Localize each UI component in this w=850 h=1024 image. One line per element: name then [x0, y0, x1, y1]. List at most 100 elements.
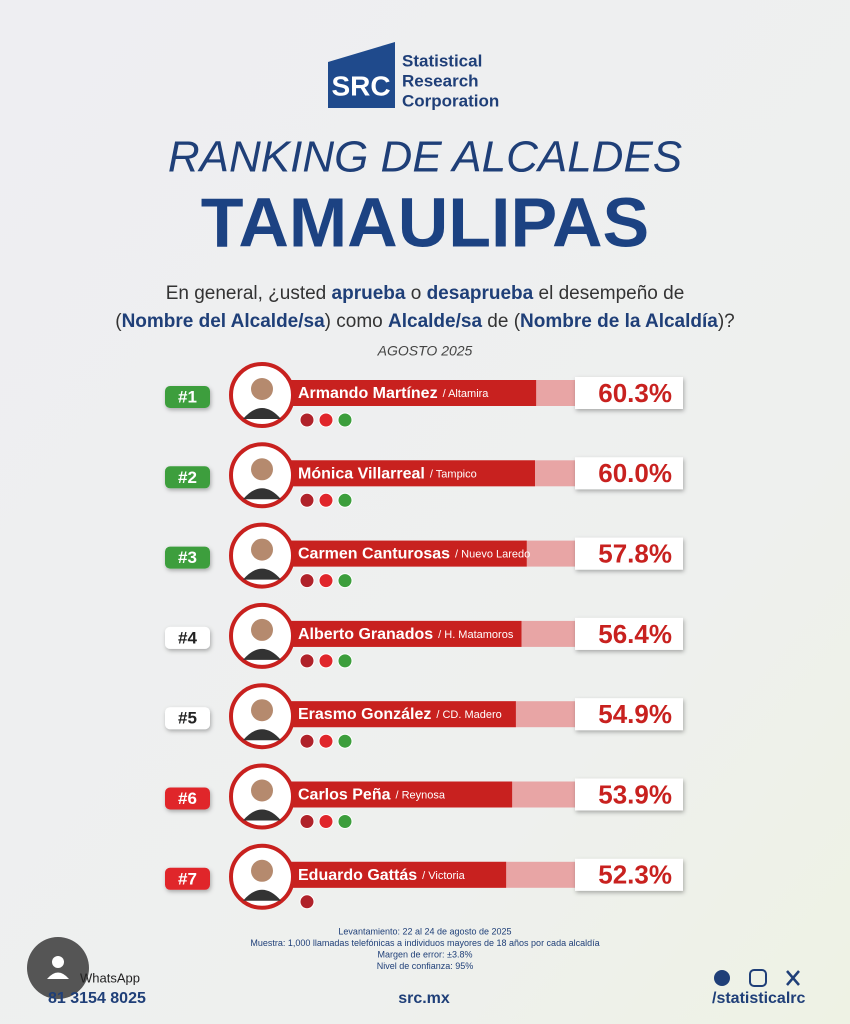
mayor-city: / Tampico	[430, 468, 477, 480]
party-icon	[299, 894, 315, 910]
bar	[262, 460, 535, 487]
mayor: Carmen Canturosas / Nuevo Laredo	[298, 546, 530, 563]
methodology-line: Nivel de confianza: 95%	[377, 961, 474, 971]
mayor-city: / Altamira	[443, 388, 490, 400]
mayor: Alberto Granados / H. Matamoros	[298, 626, 514, 643]
bar	[262, 380, 537, 406]
value-label: 60.0%	[598, 458, 672, 488]
avatar-head	[251, 779, 273, 802]
value-label: 57.8%	[598, 538, 672, 568]
question-segment: Nombre del Alcalde/sa	[122, 311, 326, 332]
avatar-body	[243, 488, 281, 500]
value-box	[575, 698, 683, 731]
ranking: #1 60.3% Armando Martínez / Altamira #2 60.0%…	[165, 362, 683, 910]
date: AGOSTO 2025	[377, 343, 473, 359]
party-icon	[337, 573, 353, 589]
bar	[262, 781, 513, 808]
logo: SRC Statistical Research Corporation	[328, 42, 499, 110]
mayor-name: Armando Martínez	[298, 385, 438, 402]
x-icon[interactable]	[786, 970, 800, 986]
party-icon	[337, 733, 353, 749]
rank: #3	[178, 548, 197, 567]
bar	[262, 861, 507, 888]
rank-badge	[165, 626, 210, 649]
avatar-head	[251, 618, 273, 641]
party-icon	[299, 814, 315, 829]
mayor: Armando Martínez / Altamira	[298, 385, 489, 402]
bar	[262, 540, 527, 567]
avatar-body	[243, 809, 281, 821]
rank: #1	[178, 387, 197, 406]
mayor-city: / H. Matamoros	[438, 629, 514, 641]
value-box	[575, 457, 683, 490]
question-segment: Nombre de la Alcaldía	[520, 311, 718, 332]
avatar-body	[243, 729, 281, 741]
question-segment: ) como	[325, 311, 388, 332]
mayor-city: / Nuevo Laredo	[455, 549, 530, 561]
facebook-icon[interactable]	[714, 970, 730, 986]
brand-line: Corporation	[402, 91, 499, 110]
rank-badge	[165, 867, 210, 890]
value-box	[575, 377, 683, 409]
rank-badge	[165, 466, 210, 489]
whatsapp-label: WhatsApp	[80, 970, 140, 985]
mayor-name: Carmen Canturosas	[298, 546, 450, 563]
question-segment: desaprueba	[427, 283, 534, 304]
methodology-line: Levantamiento: 22 al 24 de agosto de 202…	[338, 926, 511, 936]
instagram-icon[interactable]	[749, 969, 767, 987]
question-segment: de (	[482, 311, 521, 332]
mayor-name: Eduardo Gattás	[298, 867, 417, 884]
rank-badge	[165, 707, 210, 730]
rank-badge	[165, 386, 210, 408]
rank: #5	[178, 709, 197, 728]
rank-badge	[165, 787, 210, 810]
avatar-head	[251, 538, 273, 561]
value-label: 52.3%	[598, 860, 672, 890]
value-box	[575, 858, 683, 891]
party-icon	[299, 733, 315, 749]
party-icon	[337, 492, 353, 508]
rank-badge	[165, 546, 210, 569]
question-segment: aprueba	[332, 283, 406, 304]
question-segment: )?	[718, 311, 735, 332]
party-icon	[318, 733, 334, 749]
party-icon	[318, 492, 334, 508]
avatar-head	[251, 859, 273, 882]
social-handle: /statisticalrc	[712, 990, 805, 1007]
question-line: (Nombre del Alcalde/sa) como Alcalde/sa …	[115, 311, 735, 332]
value-box	[575, 537, 683, 570]
avatar-head	[251, 378, 273, 400]
avatar-body	[243, 889, 281, 901]
party-icon	[318, 573, 334, 589]
party-icon	[299, 492, 315, 508]
icon	[52, 956, 64, 968]
mayor: Erasmo González / CD. Madero	[298, 706, 502, 723]
mayor-city: / Reynosa	[395, 789, 445, 801]
rank: #2	[178, 468, 197, 487]
state: TAMAULIPAS	[201, 183, 649, 261]
party-icon	[318, 653, 334, 669]
mayor: Eduardo Gattás / Victoria	[298, 867, 466, 884]
party-icon	[337, 653, 353, 669]
value-label: 54.9%	[598, 699, 672, 729]
website: src.mx	[398, 990, 450, 1007]
question-segment: el desempeño de	[533, 283, 684, 304]
mayor-name: Carlos Peña	[298, 787, 391, 804]
question-segment: Alcalde/sa	[388, 311, 482, 332]
party-icon	[337, 412, 353, 428]
rank: #7	[178, 869, 197, 888]
mayor-name: Erasmo González	[298, 706, 431, 723]
value-box	[575, 778, 683, 811]
bar	[262, 620, 522, 647]
mayor-city: / Victoria	[422, 870, 465, 882]
party-icon	[318, 814, 334, 829]
icon	[47, 972, 69, 979]
logo-text: SRC	[331, 70, 390, 101]
avatar-head	[251, 699, 273, 722]
question-segment: En general, ¿usted	[166, 283, 332, 304]
mayor-name: Alberto Granados	[298, 626, 433, 643]
party-icon	[337, 814, 353, 829]
brand-line: Statistical	[402, 51, 482, 70]
